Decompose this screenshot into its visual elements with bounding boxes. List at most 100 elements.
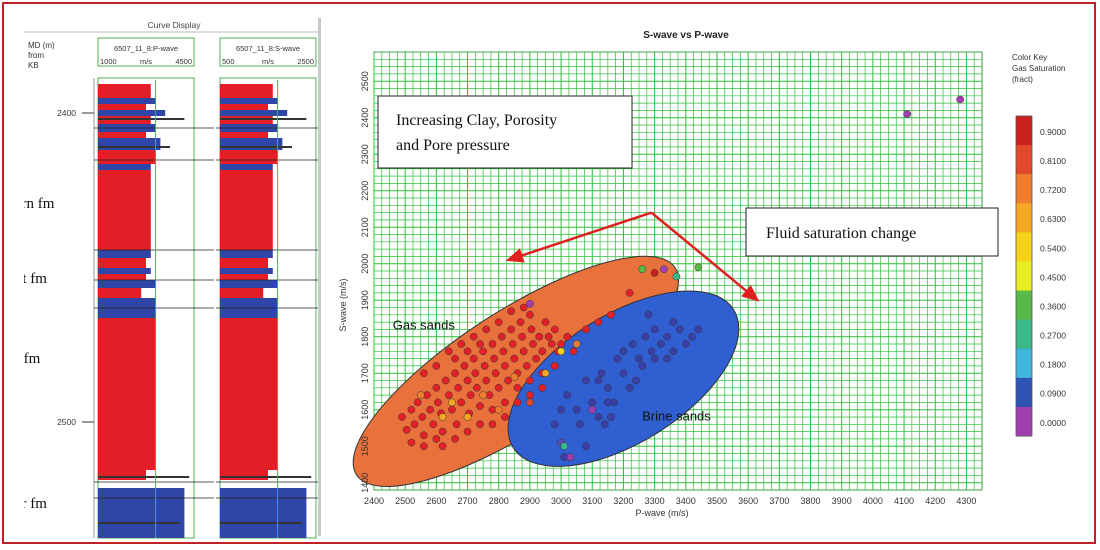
x-tick-label: 3600 bbox=[738, 496, 758, 506]
gas-sand-point bbox=[402, 425, 411, 434]
color-key-unit: (fract) bbox=[1012, 75, 1033, 84]
gas-sand-point bbox=[550, 325, 559, 334]
log-interval bbox=[98, 150, 156, 164]
gas-sand-point bbox=[438, 442, 447, 451]
gas-sand-point bbox=[507, 307, 516, 315]
gas-sand-point bbox=[466, 391, 475, 399]
y-tick-label: 1800 bbox=[360, 327, 370, 347]
track-header-swave: 6507_11_8:S-wave 500 m/s 2500 bbox=[219, 37, 317, 67]
color-key-swatch bbox=[1016, 232, 1032, 262]
gas-sand-point bbox=[482, 376, 491, 385]
brine-sand-point bbox=[650, 325, 659, 334]
brine-sand-point bbox=[550, 420, 559, 429]
x-tick-label: 2600 bbox=[426, 496, 446, 506]
gas-sand-point bbox=[488, 340, 497, 348]
log-interval bbox=[98, 164, 151, 170]
outlier-point bbox=[650, 268, 659, 277]
chart-title: S-wave vs P-wave bbox=[643, 30, 729, 41]
trend-clay-line1: Increasing Clay, Porosity bbox=[396, 112, 557, 129]
log-interval bbox=[220, 150, 278, 164]
gas-sand-point bbox=[501, 362, 509, 370]
brine-sand-point bbox=[603, 383, 612, 392]
gas-sand-point bbox=[569, 347, 578, 356]
arrow-to-fluid-trend bbox=[650, 211, 760, 302]
gas-sand-point bbox=[451, 354, 459, 363]
gas-sand-point bbox=[448, 405, 456, 414]
gas-sand-point bbox=[541, 318, 550, 326]
swave-log-track bbox=[216, 77, 336, 539]
track-min: 500 bbox=[222, 57, 235, 66]
gas-sands-label: Gas sands bbox=[393, 317, 456, 332]
brine-sand-point bbox=[607, 413, 615, 421]
gas-sand-point bbox=[426, 405, 434, 414]
x-tick-label: 2400 bbox=[364, 496, 384, 506]
x-tick-label: 4300 bbox=[956, 496, 976, 506]
x-tick-label: 2800 bbox=[489, 496, 509, 506]
gas-sand-point bbox=[499, 347, 508, 356]
log-spike bbox=[220, 118, 307, 120]
color-key-bar-outline bbox=[1015, 115, 1033, 437]
gas-sand-point bbox=[448, 398, 456, 407]
formation-label-ror: Ror fm bbox=[24, 496, 47, 512]
outlier-point bbox=[694, 263, 703, 272]
gas-sand-point bbox=[507, 325, 516, 334]
log-interval bbox=[220, 104, 268, 110]
log-interval bbox=[220, 280, 278, 288]
gas-sand-point bbox=[557, 347, 565, 356]
brine-sand-point bbox=[647, 347, 656, 356]
panel-divider bbox=[318, 18, 321, 536]
log-interval bbox=[98, 104, 146, 110]
gas-sand-point bbox=[429, 420, 438, 429]
color-key-label: 0.5400 bbox=[1040, 243, 1066, 253]
gas-sand-point bbox=[516, 318, 525, 326]
log-interval bbox=[220, 110, 288, 116]
x-axis-ticks: 2400 2500 2600 2700 2800 2900 3000 3100 3200 3300… bbox=[364, 496, 976, 506]
brine-sand-point bbox=[694, 325, 703, 334]
brine-sand-point bbox=[563, 391, 572, 399]
x-tick-label: 3800 bbox=[800, 496, 820, 506]
y-tick-label: 1900 bbox=[360, 290, 370, 310]
outlier-point bbox=[638, 265, 646, 274]
color-key-label: 0.2700 bbox=[1040, 331, 1066, 341]
well-log-svg: Curve Display MD (m) from KB 6507_11_8:P… bbox=[4, 20, 336, 539]
outlier-point bbox=[660, 265, 668, 274]
color-key-title: Color Key bbox=[1012, 53, 1047, 62]
depth-tick-2500: 2500 bbox=[57, 417, 76, 427]
y-tick-label: 1600 bbox=[360, 400, 370, 420]
gas-sand-point bbox=[494, 318, 503, 326]
track-max: 4500 bbox=[175, 57, 192, 66]
gas-sand-point bbox=[432, 383, 441, 392]
log-spike bbox=[98, 118, 185, 120]
brine-sands-label: Brine sands bbox=[642, 409, 711, 424]
brine-sand-point bbox=[663, 332, 671, 341]
x-tick-label: 4100 bbox=[894, 496, 914, 506]
gas-sand-point bbox=[463, 376, 472, 385]
fluid-saturation-box bbox=[745, 207, 999, 257]
color-key-swatch bbox=[1016, 319, 1032, 350]
x-axis-label: P-wave (m/s) bbox=[635, 508, 688, 518]
x-tick-label: 2500 bbox=[395, 496, 415, 506]
gas-sand-point bbox=[420, 442, 428, 451]
y-tick-label: 1700 bbox=[360, 363, 370, 383]
gas-sand-point bbox=[460, 362, 469, 370]
gas-sand-point bbox=[476, 420, 484, 429]
formation-label-garn: Garn fm bbox=[24, 196, 55, 212]
color-key-swatch bbox=[1016, 377, 1032, 408]
brine-sand-point bbox=[619, 347, 628, 356]
log-interval bbox=[220, 318, 278, 470]
gas-sand-point bbox=[501, 413, 509, 421]
log-interval bbox=[98, 318, 156, 470]
brine-sand-point bbox=[644, 310, 653, 319]
log-interval bbox=[220, 250, 273, 258]
depth-header-line2: from bbox=[28, 51, 44, 60]
log-interval bbox=[98, 268, 151, 274]
formation-label-not: Not fm bbox=[24, 271, 47, 287]
log-interval bbox=[220, 84, 273, 98]
gas-sand-point bbox=[544, 332, 553, 341]
gas-sand-point bbox=[438, 413, 447, 421]
curve-display-title: Curve Display bbox=[148, 20, 202, 30]
gas-sand-point bbox=[420, 369, 428, 378]
log-interval bbox=[98, 280, 156, 288]
color-key-label: 0.9000 bbox=[1040, 127, 1066, 137]
